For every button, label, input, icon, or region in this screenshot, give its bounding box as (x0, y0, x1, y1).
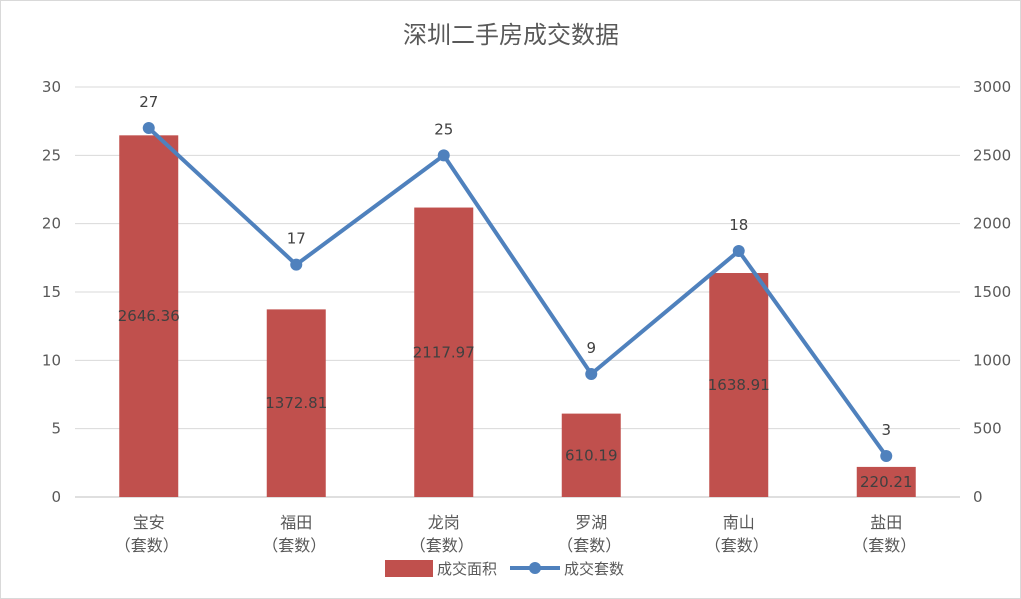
legend: 成交面积 成交套数 (385, 560, 624, 578)
bar-data-label: 1638.91 (708, 376, 770, 394)
bar-data-label: 1372.81 (265, 394, 327, 412)
line-point (880, 450, 893, 462)
left-axis: 0 5 10 15 20 25 30 (42, 78, 61, 506)
left-tick-label: 20 (42, 215, 61, 233)
category-sublabel: （套数） (852, 536, 916, 555)
left-tick-label: 10 (42, 351, 61, 369)
category-label: 罗湖 (575, 513, 607, 532)
line-point (290, 258, 303, 271)
line-series: 27 17 25 9 18 3 (139, 93, 893, 462)
category-sublabel: （套数） (557, 536, 621, 555)
legend-label-count: 成交套数 (564, 560, 624, 578)
line-data-label: 17 (287, 230, 306, 248)
line-data-label: 3 (881, 421, 891, 439)
gridlines (75, 86, 960, 498)
legend-marker-count (529, 562, 541, 574)
line-point (437, 149, 450, 162)
right-tick-label: 1500 (973, 283, 1011, 301)
legend-swatch-area (385, 560, 433, 577)
bar-data-label: 610.19 (565, 446, 618, 464)
category-sublabel: （套数） (115, 536, 179, 555)
category-axis: 宝安 （套数） 福田 （套数） 龙岗 （套数） 罗湖 （套数） 南山 （套数） 盐田 （套数） (115, 513, 917, 555)
category-label: 福田 (280, 513, 312, 532)
left-tick-label: 30 (42, 78, 61, 96)
category-sublabel: （套数） (262, 536, 326, 555)
category-label: 盐田 (870, 513, 902, 532)
bar-data-label: 220.21 (860, 473, 913, 491)
chart-title: 深圳二手房成交数据 (403, 21, 619, 49)
right-tick-label: 2000 (973, 215, 1011, 233)
legend-label-area: 成交面积 (437, 560, 497, 578)
right-tick-label: 500 (973, 420, 1002, 438)
category-sublabel: （套数） (705, 536, 769, 555)
bar (414, 207, 474, 497)
right-tick-label: 2500 (973, 146, 1011, 164)
bar (856, 466, 916, 497)
right-axis: 0 500 1000 1500 2000 2500 3000 (973, 78, 1011, 506)
line-data-label: 27 (139, 93, 158, 111)
bar-data-label: 2117.97 (413, 343, 475, 361)
category-sublabel: （套数） (410, 536, 474, 555)
bar (266, 309, 326, 497)
line-path (147, 126, 888, 458)
category-label: 宝安 (133, 513, 165, 532)
left-tick-label: 25 (42, 146, 61, 164)
line-data-label: 25 (434, 120, 453, 138)
right-tick-label: 3000 (973, 78, 1011, 96)
bars-series: 2646.36 1372.81 2117.97 610.19 1638.91 220.21 (118, 135, 916, 497)
bar (119, 135, 179, 497)
line-point (142, 122, 155, 134)
left-tick-label: 5 (51, 420, 61, 438)
line-point (585, 368, 598, 380)
bar (561, 413, 621, 497)
category-label: 南山 (723, 513, 755, 532)
right-tick-label: 0 (973, 488, 983, 506)
line-data-label: 9 (586, 339, 596, 357)
bar-data-label: 2646.36 (118, 307, 180, 325)
bar (709, 273, 769, 497)
line-point (732, 245, 745, 257)
line-data-label: 18 (729, 216, 748, 234)
category-label: 龙岗 (428, 513, 460, 532)
left-tick-label: 15 (42, 283, 61, 301)
left-tick-label: 0 (51, 488, 61, 506)
right-tick-label: 1000 (973, 351, 1011, 369)
